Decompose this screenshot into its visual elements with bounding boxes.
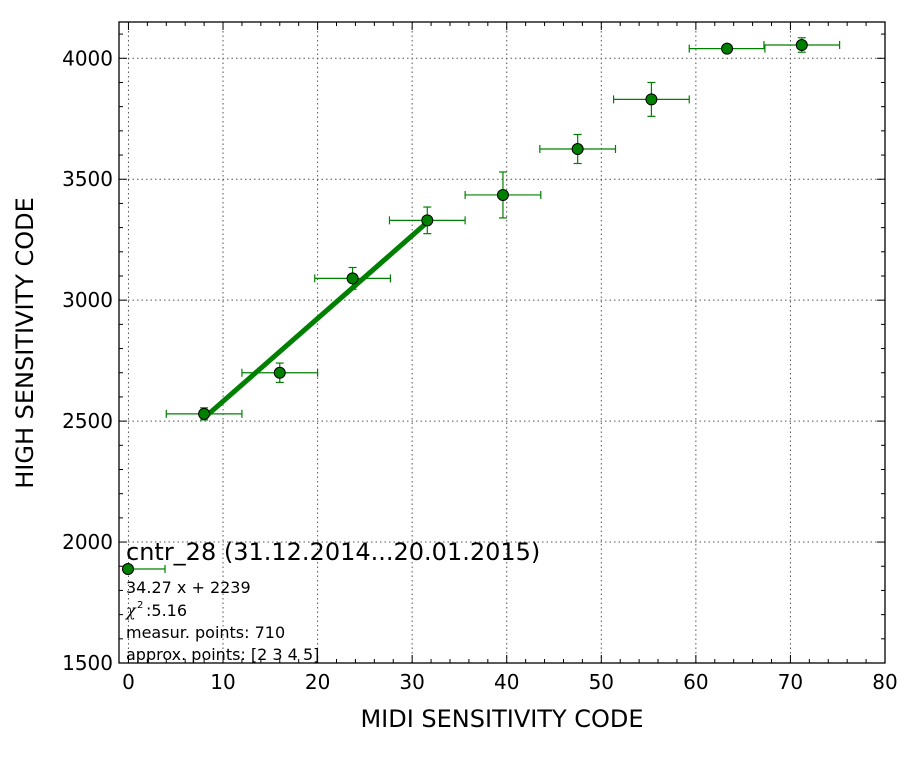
y-tick-label: 2500 [62, 409, 113, 433]
data-points [165, 37, 841, 421]
fit-line-group [202, 220, 429, 420]
data-point-group [464, 171, 542, 219]
x-tick-label: 0 [122, 670, 135, 694]
data-point-group [165, 407, 243, 421]
data-point-group [763, 37, 841, 53]
legend-marker [122, 563, 134, 575]
data-point-group [388, 206, 466, 235]
y-tick-label: 3500 [62, 167, 113, 191]
y-tick-label: 4000 [62, 46, 113, 70]
legend-equation: 34.27 x + 2239 [126, 578, 251, 597]
y-tick-label: 3000 [62, 288, 113, 312]
fit-line [202, 220, 429, 420]
legend-measur-points: measur. points: 710 [126, 623, 285, 642]
data-point [346, 272, 359, 285]
y-axis-title: HIGH SENSITIVITY CODE [11, 197, 39, 489]
data-point [645, 93, 658, 106]
data-point-group [688, 42, 766, 55]
data-point [721, 42, 734, 55]
x-tick-label: 20 [305, 670, 330, 694]
data-point [795, 38, 808, 51]
x-tick-label: 40 [494, 670, 519, 694]
legend: cntr_28 (31.12.2014...20.01.2015) 34.27 … [122, 538, 540, 664]
data-point [198, 407, 211, 420]
legend-title: cntr_28 (31.12.2014...20.01.2015) [126, 538, 540, 566]
data-point-group [539, 133, 617, 165]
x-tick-label: 70 [778, 670, 803, 694]
x-tick-label: 50 [589, 670, 614, 694]
legend-chi2-exponent: 2 [137, 600, 143, 611]
legend-chi2-value: :5.16 [146, 601, 187, 620]
data-point [496, 188, 509, 201]
legend-approx-points: approx. points: [2 3 4 5] [126, 645, 319, 664]
grid [119, 22, 885, 663]
x-tick-label: 10 [210, 670, 235, 694]
data-point-group [241, 362, 319, 384]
data-point [571, 142, 584, 155]
x-axis-title: MIDI SENSITIVITY CODE [360, 705, 643, 733]
y-tick-label: 1500 [62, 651, 113, 675]
x-tick-label: 30 [399, 670, 424, 694]
x-tick-label: 80 [872, 670, 897, 694]
plot-area [118, 21, 886, 664]
data-point-group [612, 81, 690, 117]
data-point [421, 214, 434, 227]
data-point-group [314, 266, 392, 290]
axis-ticks: 0 10 20 30 40 50 60 70 80 1500 2000 2500 3000 3500 400… [62, 22, 898, 694]
legend-chi2-symbol: χ [125, 601, 137, 620]
y-tick-label: 2000 [62, 530, 113, 554]
x-tick-label: 60 [683, 670, 708, 694]
data-point [273, 366, 286, 379]
